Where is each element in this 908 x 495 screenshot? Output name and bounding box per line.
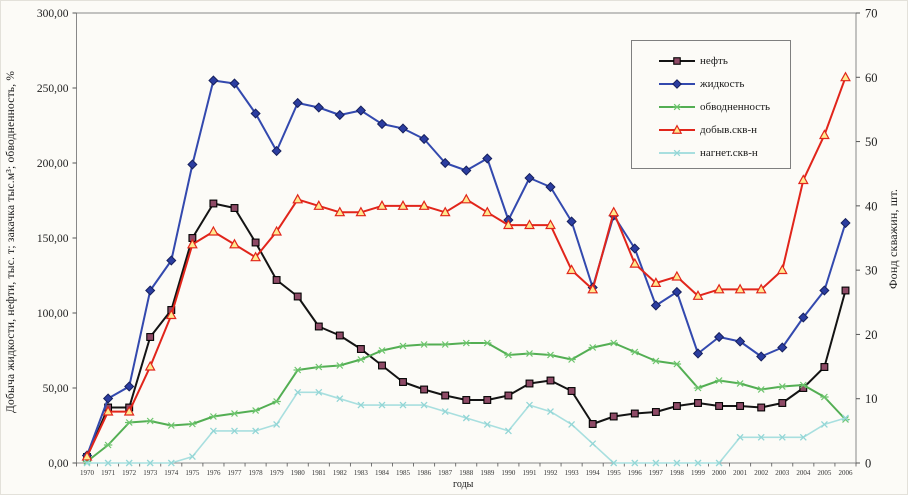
x-tick-label: 1998	[670, 469, 685, 477]
legend-item-dobyv-skv-n: добыв.скв-н	[658, 118, 790, 141]
y-left-tick-label: 250,00	[37, 83, 69, 95]
x-tick-label: 2002	[754, 469, 769, 477]
x-tick-label: 2001	[733, 469, 748, 477]
x-tick-label: 2000	[712, 469, 727, 477]
x-tick-label: 1996	[628, 469, 643, 477]
x-tick-label: 1981	[312, 469, 327, 477]
legend-label-zhidkost: жидкость	[700, 77, 745, 90]
x-tick-label: 1973	[143, 469, 158, 477]
x-tick-label: 1977	[228, 469, 243, 477]
y-right-tick-label: 10	[865, 392, 878, 406]
x-tick-label: 1989	[480, 469, 495, 477]
x-tick-label: 1995	[607, 469, 622, 477]
y-left-tick-label: 100,00	[37, 308, 69, 320]
y-right-tick-label: 60	[865, 71, 878, 85]
series-obvodnennost	[82, 339, 850, 465]
x-axis-title: годы	[453, 479, 474, 490]
x-tick-label: 1990	[501, 469, 516, 477]
y-left-tick-label: 300,00	[37, 8, 69, 20]
x-tick-label: 1988	[459, 469, 474, 477]
legend-item-neft: нефть	[658, 49, 790, 72]
y-axis-left-title: Добыча жидкости, нефти, тыс. т; закачка …	[5, 70, 17, 413]
chart-legend: нефть жидкость обводненность добыв.скв-н наг…	[631, 40, 791, 169]
legend-label-obvodnennost: обводненность	[700, 100, 771, 113]
x-tick-label: 1999	[691, 469, 706, 477]
x-tick-label: 2005	[817, 469, 832, 477]
y-left-tick-label: 0,00	[48, 458, 68, 470]
y-right-tick-label: 40	[865, 199, 878, 213]
y-axis-right-title: Фонд скважин, шт.	[886, 188, 900, 289]
y-right-tick-label: 30	[865, 264, 878, 278]
legend-marker-dobyv-skv-n	[659, 123, 695, 134]
x-tick-label: 1982	[333, 469, 348, 477]
y-left-tick-label: 150,00	[37, 233, 69, 245]
x-tick-label: 1997	[649, 469, 664, 477]
x-tick-label: 1984	[375, 469, 390, 477]
series-zhidkost	[81, 75, 851, 461]
x-tick-label: 1994	[586, 469, 601, 477]
legend-label-neft: нефть	[700, 54, 728, 67]
x-tick-label: 1979	[270, 469, 285, 477]
legend-marker-obvodnennost	[659, 103, 695, 110]
x-tick-label: 1975	[185, 469, 200, 477]
legend-item-zhidkost: жидкость	[658, 72, 790, 95]
x-tick-label: 1974	[164, 469, 179, 477]
x-tick-label: 1978	[249, 469, 264, 477]
x-tick-label: 2003	[775, 469, 790, 477]
series-nagnet-skv-n	[83, 388, 849, 467]
x-tick-label: 1970	[80, 469, 95, 477]
x-tick-label: 1985	[396, 469, 411, 477]
x-tick-label: 1992	[544, 469, 559, 477]
x-tick-label: 1993	[565, 469, 580, 477]
legend-item-nagnet-skv-n: нагнет.скв-н	[658, 141, 790, 164]
x-tick-label: 1976	[206, 469, 221, 477]
x-tick-label: 2004	[796, 469, 811, 477]
legend-label-dobyv-skv-n: добыв.скв-н	[700, 123, 757, 136]
y-right-tick-label: 20	[865, 328, 878, 342]
y-right-tick-label: 50	[865, 135, 878, 149]
legend-marker-neft	[659, 56, 695, 65]
y-left-tick-label: 200,00	[37, 158, 69, 170]
x-tick-label: 1986	[417, 469, 432, 477]
x-tick-label: 1972	[122, 469, 137, 477]
legend-label-nagnet-skv-n: нагнет.скв-н	[700, 146, 758, 159]
legend-marker-nagnet-skv-n	[659, 149, 695, 156]
x-tick-label: 1991	[522, 469, 537, 477]
y-left-tick-label: 50,00	[43, 383, 69, 395]
x-tick-label: 1987	[438, 469, 453, 477]
legend-marker-zhidkost	[659, 78, 695, 89]
series-dobyv-skv-n	[81, 71, 851, 461]
legend-item-obvodnennost: обводненность	[658, 95, 790, 118]
y-right-tick-label: 70	[865, 7, 878, 21]
x-tick-label: 1971	[101, 469, 116, 477]
x-tick-label: 1983	[354, 469, 369, 477]
x-tick-label: 2006	[838, 469, 853, 477]
y-right-tick-label: 0	[865, 457, 871, 471]
x-tick-label: 1980	[291, 469, 306, 477]
